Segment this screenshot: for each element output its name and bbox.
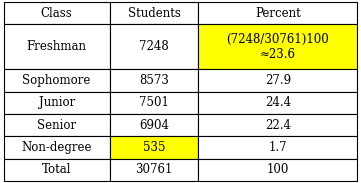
Text: Sophomore: Sophomore: [22, 74, 91, 87]
Bar: [4, 92, 110, 114]
Text: Percent: Percent: [255, 7, 301, 20]
Text: Freshman: Freshman: [27, 40, 87, 53]
Text: Junior: Junior: [39, 96, 75, 109]
Bar: [110, 24, 198, 69]
Bar: [198, 69, 357, 92]
Bar: [110, 92, 198, 114]
Text: Non-degree: Non-degree: [21, 141, 92, 154]
Text: Class: Class: [41, 7, 73, 20]
Text: (7248/30761)100
≈23.6: (7248/30761)100 ≈23.6: [226, 33, 329, 61]
Text: 100: 100: [267, 163, 289, 176]
Bar: [198, 136, 357, 159]
Text: 22.4: 22.4: [265, 119, 291, 132]
Text: 535: 535: [143, 141, 165, 154]
Bar: [4, 24, 110, 69]
Bar: [4, 159, 110, 181]
Text: 6904: 6904: [139, 119, 169, 132]
Bar: [4, 136, 110, 159]
Text: 7248: 7248: [139, 40, 169, 53]
Text: 24.4: 24.4: [265, 96, 291, 109]
Bar: [4, 69, 110, 92]
Text: 1.7: 1.7: [269, 141, 287, 154]
Bar: [4, 114, 110, 136]
Bar: [198, 114, 357, 136]
Bar: [110, 2, 198, 24]
Text: 8573: 8573: [139, 74, 169, 87]
Text: Students: Students: [127, 7, 180, 20]
Bar: [198, 159, 357, 181]
Bar: [198, 24, 357, 69]
Text: 27.9: 27.9: [265, 74, 291, 87]
Bar: [4, 2, 110, 24]
Bar: [110, 136, 198, 159]
Bar: [110, 114, 198, 136]
Bar: [198, 92, 357, 114]
Text: Senior: Senior: [37, 119, 76, 132]
Bar: [198, 2, 357, 24]
Bar: [110, 69, 198, 92]
Text: 7501: 7501: [139, 96, 169, 109]
Text: 30761: 30761: [135, 163, 173, 176]
Text: Total: Total: [42, 163, 71, 176]
Bar: [110, 159, 198, 181]
